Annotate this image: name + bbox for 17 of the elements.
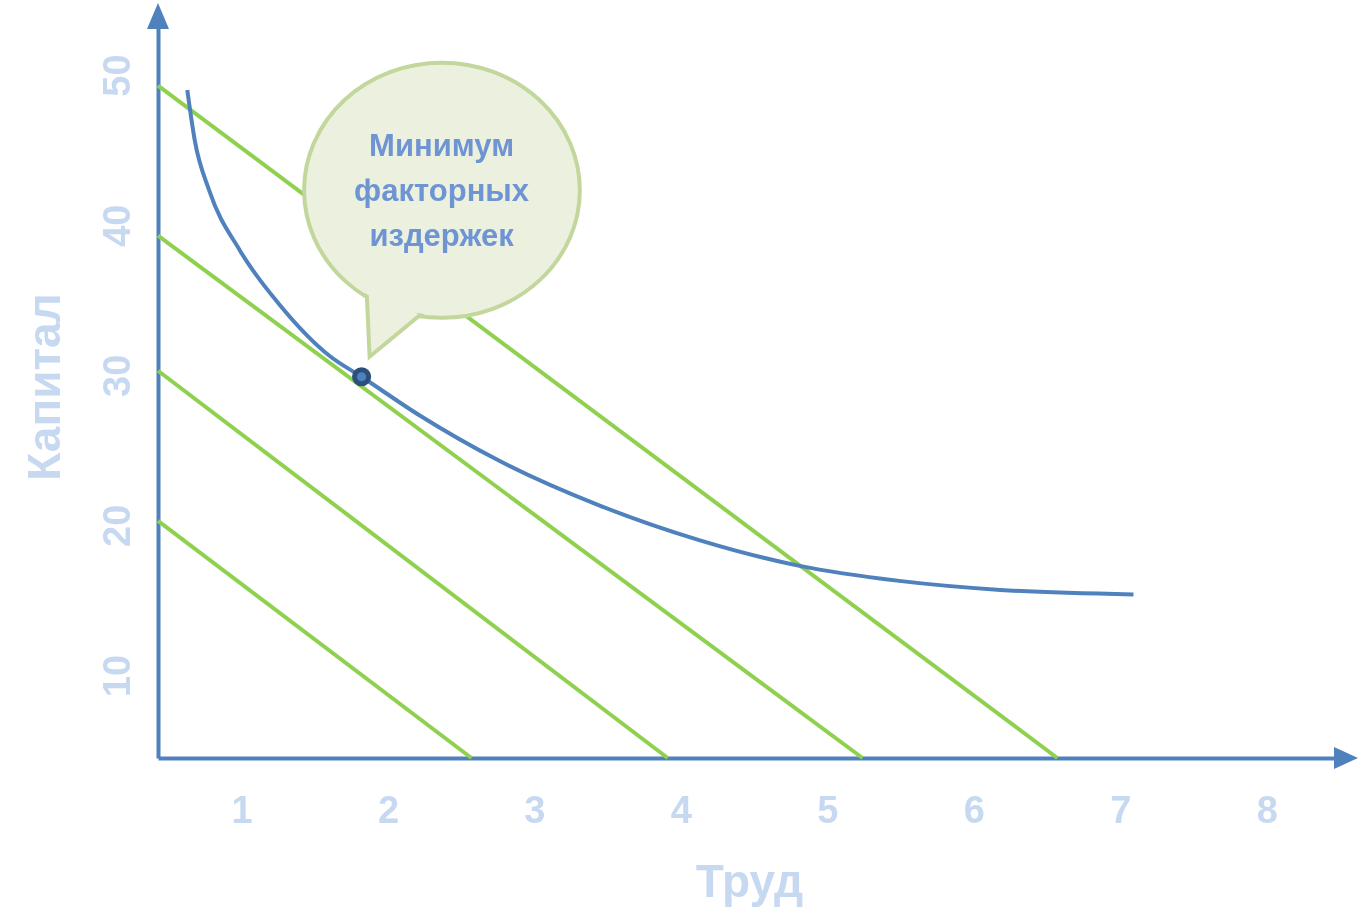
x-tick-label: 1 [231,788,253,831]
x-tick-label: 3 [524,788,546,831]
x-tick-label: 6 [963,788,985,831]
y-tick-label: 50 [95,54,138,97]
annotation: Минимум факторных издержек [354,127,530,253]
x-tick-label: 8 [1256,788,1278,831]
x-axis-title: Труд [695,854,804,907]
x-tick-label: 2 [377,788,400,831]
y-tick-label: 40 [95,204,138,247]
x-tick-label: 4 [670,788,692,831]
x-tick-label: 5 [817,788,839,831]
y-tick-label: 30 [95,354,138,397]
x-tick-label: 7 [1110,788,1132,831]
y-tick-label: 10 [95,654,138,698]
y-tick-label: 20 [95,504,138,547]
y-axis-title: Капитал [17,293,70,481]
line-series [185,88,1136,597]
